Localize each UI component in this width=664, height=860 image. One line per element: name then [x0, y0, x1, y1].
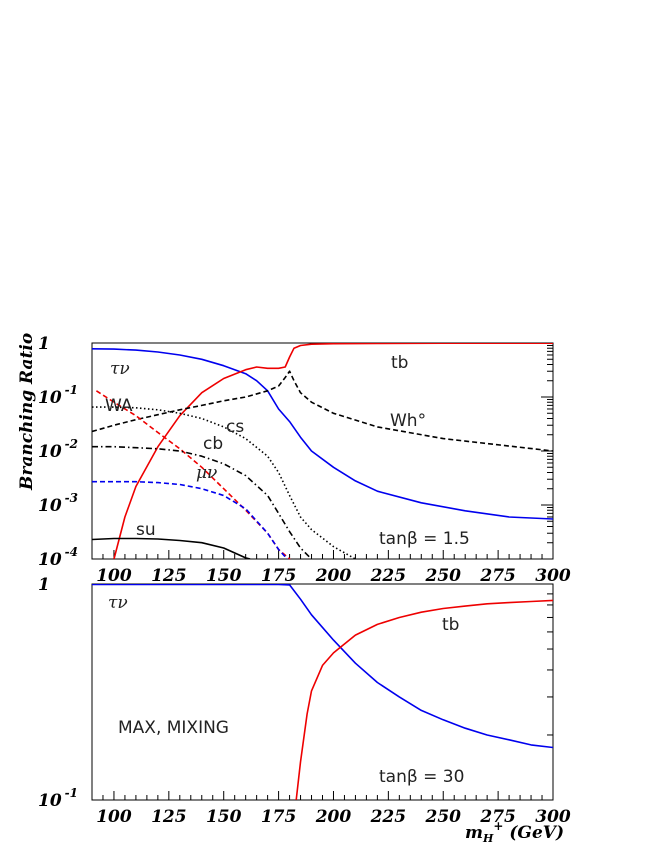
annotation-su: su [136, 520, 156, 540]
series-line-0 [92, 584, 553, 749]
x-axis-title-sub: H [482, 832, 494, 845]
series-line-1 [113, 343, 553, 559]
x-axis-title-main: m [465, 823, 483, 843]
annotation-tanbeta-top: tanβ = 1.5 [379, 529, 470, 549]
y-tick-label: 10 -4 [38, 545, 78, 570]
y-tick-label: 10 -1 [38, 383, 78, 408]
y-tick-label: 10 -1 [38, 786, 78, 811]
top-y-tick-labels: 1 10-1 10-2 10-3 10-4 [38, 334, 78, 570]
x-axis-title: mH+ (GeV) [465, 819, 564, 845]
bottom-x-tick-labels: 100 125 150 175 200 225 250 275 300 [96, 807, 571, 827]
x-tick-label: 250 [424, 566, 461, 586]
annotation-wa: WA [105, 396, 133, 416]
top-series-group [92, 343, 553, 559]
bottom-axis-ticks [102, 593, 553, 801]
annotation-tau-nu: τν [110, 359, 130, 379]
top-axis-ticks [102, 344, 553, 560]
annotation-wh0: Wh° [390, 411, 426, 431]
x-tick-label: 150 [206, 807, 242, 827]
annotation-tb: tb [391, 353, 408, 373]
x-tick-label: 175 [261, 807, 297, 827]
annotation-tanbeta-bottom: tanβ = 30 [379, 767, 464, 787]
y-tick-label: 10 -2 [38, 437, 78, 462]
x-tick-label: 275 [479, 566, 516, 586]
y-tick-label: 1 [38, 575, 50, 595]
annotation-tau-nu-bottom: τν [108, 593, 128, 613]
x-tick-label: 150 [206, 566, 242, 586]
x-tick-label: 100 [96, 807, 132, 827]
top-x-tick-labels: 100 125 150 175 200 225 250 275 300 [96, 566, 571, 586]
bottom-y-tick-labels: 1 10 -1 [38, 575, 78, 811]
y-axis-title: Branching Ratio [17, 333, 37, 491]
x-axis-title-sup: + [493, 819, 503, 833]
top-plot-frame [91, 342, 554, 560]
series-line-1 [295, 599, 553, 800]
bottom-plot-frame [91, 583, 554, 801]
series-line-2 [92, 370, 553, 452]
series-line-7 [92, 537, 251, 559]
series-line-4 [92, 406, 358, 559]
top-panel: 100 125 150 175 200 225 250 275 300 1 10 -1 10 -2 10-… [17, 333, 571, 586]
bottom-series-group [92, 584, 553, 800]
bottom-panel: 100 125 150 175 200 225 250 275 300 110 -1 τν tb … [38, 575, 571, 845]
x-tick-label: 125 [151, 807, 187, 827]
annotation-cb: cb [203, 434, 223, 454]
series-line-5 [92, 445, 313, 559]
x-tick-label: 225 [370, 807, 407, 827]
x-tick-label: 175 [261, 566, 297, 586]
annotation-cs: cs [226, 417, 244, 437]
series-line-0 [92, 348, 553, 520]
series-line-6 [92, 480, 289, 559]
x-tick-label: 200 [315, 807, 352, 827]
series-line-3 [95, 390, 291, 559]
x-tick-label: 275 [479, 807, 516, 827]
x-tick-label: 100 [96, 566, 132, 586]
annotation-tb-bottom: tb [442, 615, 459, 635]
y-tick-label: 1 [38, 334, 50, 354]
y-tick-label: 10 -3 [38, 491, 78, 516]
x-tick-label: 300 [535, 807, 571, 827]
annotation-max-mixing: MAX, MIXING [118, 718, 229, 738]
x-tick-label: 300 [535, 566, 571, 586]
x-tick-label: 225 [370, 566, 407, 586]
x-axis-title-unit: (GeV) [503, 823, 564, 843]
annotation-mu-nu: μν [196, 463, 217, 483]
x-tick-label: 125 [151, 566, 187, 586]
x-tick-label: 250 [424, 807, 461, 827]
x-tick-label: 200 [315, 566, 352, 586]
